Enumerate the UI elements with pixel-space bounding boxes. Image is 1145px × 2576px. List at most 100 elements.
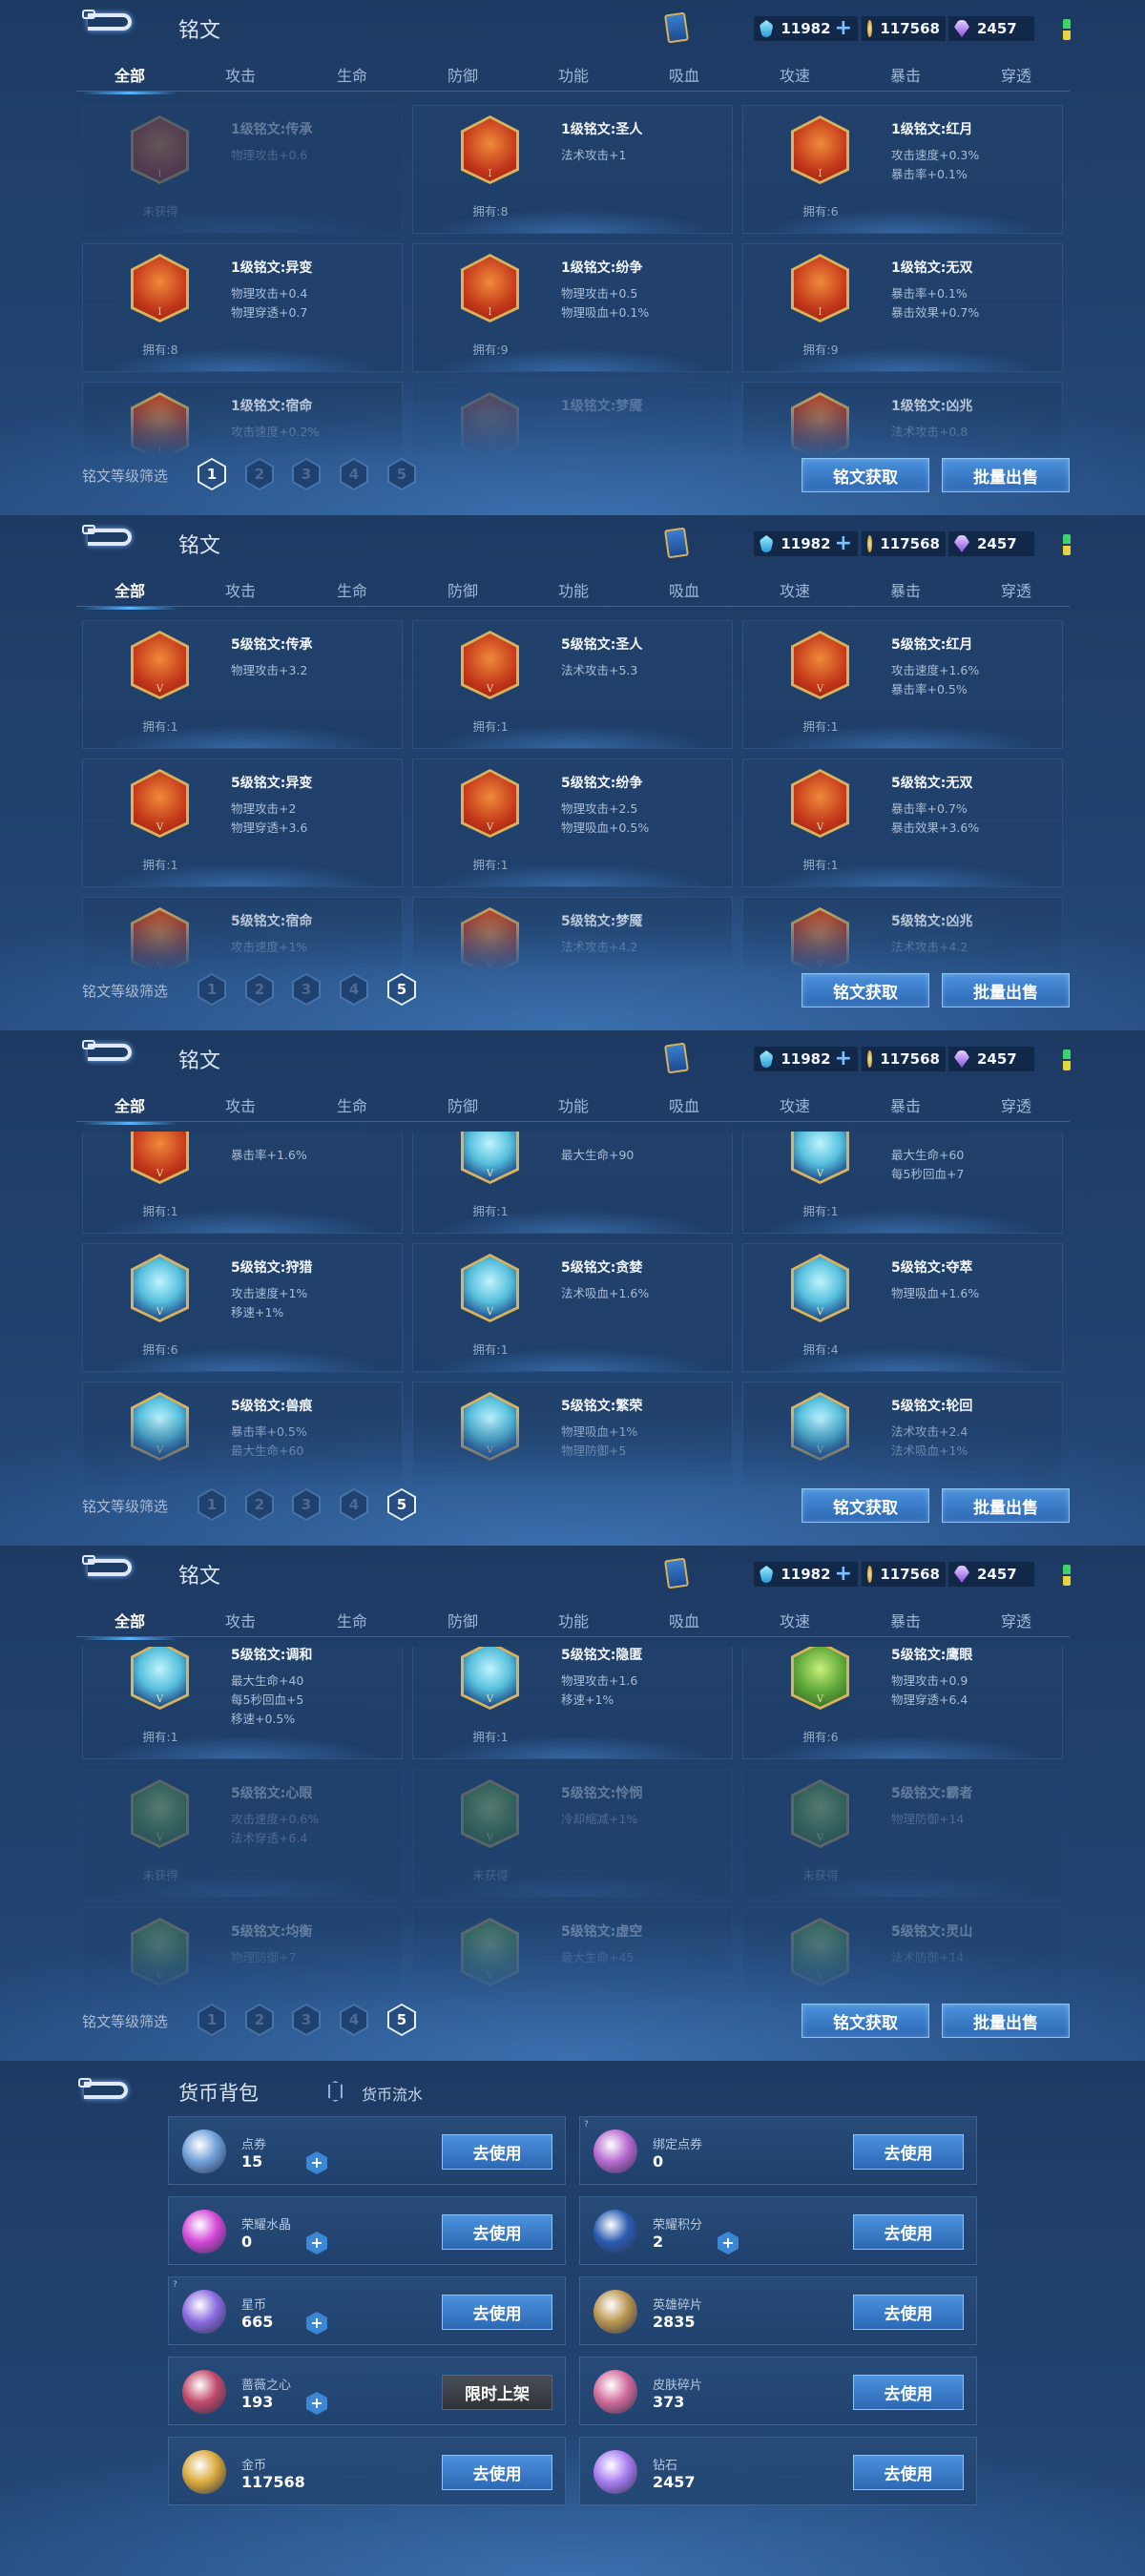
tab-2[interactable]: 生命	[336, 582, 367, 600]
back-button[interactable]	[78, 2078, 128, 2099]
tab-8[interactable]: 穿透	[1000, 1612, 1031, 1631]
rune-list[interactable]: V 5级铭文:传承 物理攻击+3.2 拥有:1 V 5级铭文:圣人 法术攻击+5.3 拥有:1…	[0, 616, 1145, 971]
level-filter-4[interactable]: 4	[340, 973, 368, 1006]
rune-card[interactable]: I 1级铭文:异变 物理攻击+0.4 物理穿透+0.7 拥有:8	[82, 243, 403, 372]
rune-card[interactable]: V 5级铭文:凶兆 法术攻击+4.2	[742, 897, 1063, 971]
add-currency-button[interactable]: +	[306, 2232, 327, 2254]
tab-0[interactable]: 全部	[82, 63, 177, 94]
level-filter-1[interactable]: 1	[198, 1488, 226, 1521]
tab-7[interactable]: 暴击	[889, 1097, 921, 1115]
tab-5[interactable]: 吸血	[668, 1097, 699, 1115]
use-button[interactable]: 去使用	[853, 2214, 964, 2250]
rune-card[interactable]: I 1级铭文:宿命 攻击速度+0.2%	[82, 382, 403, 456]
level-filter-5[interactable]: 5	[387, 1488, 416, 1521]
use-button[interactable]: 去使用	[853, 2295, 964, 2330]
ledger-icon[interactable]	[328, 2081, 343, 2102]
rune-card[interactable]: V 最大生命+60 每5秒回血+7 拥有:1	[742, 1132, 1063, 1234]
back-button[interactable]	[82, 10, 132, 31]
tab-0[interactable]: 全部	[82, 578, 177, 610]
tab-4[interactable]: 功能	[557, 1612, 589, 1631]
rune-card-icon[interactable]	[664, 1557, 689, 1589]
bulk-sell-button[interactable]: 批量出售	[942, 1488, 1070, 1523]
currency-gem[interactable]: 2457	[948, 1047, 1034, 1071]
tab-5[interactable]: 吸血	[668, 582, 699, 600]
level-filter-5[interactable]: 5	[387, 2004, 416, 2036]
plus-icon[interactable]: +	[834, 16, 852, 40]
rune-card[interactable]: V 5级铭文:圣人 法术攻击+5.3 拥有:1	[412, 620, 733, 749]
rune-card[interactable]: V 5级铭文:传承 物理攻击+3.2 拥有:1	[82, 620, 403, 749]
level-filter-5[interactable]: 5	[387, 973, 416, 1006]
get-rune-button[interactable]: 铭文获取	[802, 973, 929, 1008]
tab-6[interactable]: 攻速	[779, 1612, 810, 1631]
back-button[interactable]	[82, 1555, 132, 1576]
tab-7[interactable]: 暴击	[889, 1612, 921, 1631]
level-filter-1[interactable]: 1	[198, 458, 226, 490]
rune-card[interactable]: V 5级铭文:纷争 物理攻击+2.5 物理吸血+0.5% 拥有:1	[412, 758, 733, 887]
level-filter-2[interactable]: 2	[245, 458, 274, 490]
tab-6[interactable]: 攻速	[779, 67, 810, 85]
tab-1[interactable]: 攻击	[224, 582, 256, 600]
rune-card-icon[interactable]	[664, 11, 689, 44]
level-filter-2[interactable]: 2	[245, 1488, 274, 1521]
rune-card[interactable]: V 5级铭文:心眼 攻击速度+0.6% 法术穿透+6.4 未获得	[82, 1769, 403, 1898]
add-currency-button[interactable]: +	[306, 2312, 327, 2335]
tab-1[interactable]: 攻击	[224, 1097, 256, 1115]
tab-5[interactable]: 吸血	[668, 67, 699, 85]
plus-icon[interactable]: +	[834, 531, 852, 555]
level-filter-4[interactable]: 4	[340, 458, 368, 490]
tab-8[interactable]: 穿透	[1000, 582, 1031, 600]
add-currency-button[interactable]: +	[718, 2232, 739, 2254]
rune-card[interactable]: V 5级铭文:夺萃 物理吸血+1.6% 拥有:4	[742, 1243, 1063, 1372]
get-rune-button[interactable]: 铭文获取	[802, 2004, 929, 2038]
rune-card[interactable]: V 5级铭文:无双 暴击率+0.7% 暴击效果+3.6% 拥有:1	[742, 758, 1063, 887]
tab-7[interactable]: 暴击	[889, 67, 921, 85]
use-button[interactable]: 去使用	[442, 2455, 552, 2490]
tab-8[interactable]: 穿透	[1000, 1097, 1031, 1115]
rune-list[interactable]: V 5级铭文:调和 最大生命+40 每5秒回血+5 移速+0.5% 拥有:1 V 5级铭文:隐…	[0, 1647, 1145, 2002]
rune-card[interactable]: V 5级铭文:调和 最大生命+40 每5秒回血+5 移速+0.5% 拥有:1	[82, 1647, 403, 1759]
rune-list[interactable]: V 暴击率+1.6% 拥有:1 V 最大生命+90 拥有:1 V 最大生命+60 每5秒回血+7…	[0, 1132, 1145, 1486]
tab-8[interactable]: 穿透	[1000, 67, 1031, 85]
rune-card[interactable]: V 5级铭文:繁荣 物理吸血+1% 物理防御+5	[412, 1381, 733, 1486]
add-currency-button[interactable]: +	[306, 2151, 327, 2174]
rune-card[interactable]: I 1级铭文:凶兆 法术攻击+0.8	[742, 382, 1063, 456]
plus-icon[interactable]: +	[834, 1562, 852, 1586]
rune-card[interactable]: V 5级铭文:均衡 物理防御+7	[82, 1907, 403, 2002]
currency-diamond[interactable]: 11982 +	[754, 16, 858, 41]
rune-card[interactable]: V 暴击率+1.6% 拥有:1	[82, 1132, 403, 1234]
use-button[interactable]: 去使用	[853, 2375, 964, 2410]
level-filter-2[interactable]: 2	[245, 2004, 274, 2036]
tab-6[interactable]: 攻速	[779, 1097, 810, 1115]
level-filter-3[interactable]: 3	[292, 1488, 321, 1521]
currency-gem[interactable]: 2457	[948, 16, 1034, 41]
tab-7[interactable]: 暴击	[889, 582, 921, 600]
level-filter-1[interactable]: 1	[198, 973, 226, 1006]
tab-2[interactable]: 生命	[336, 67, 367, 85]
rune-card[interactable]: V 5级铭文:鹰眼 物理攻击+0.9 物理穿透+6.4 拥有:6	[742, 1647, 1063, 1759]
rune-card[interactable]: V 5级铭文:虚空 最大生命+45	[412, 1907, 733, 2002]
tab-3[interactable]: 防御	[447, 1612, 478, 1631]
help-icon[interactable]: ?	[173, 2280, 177, 2290]
tab-3[interactable]: 防御	[447, 67, 478, 85]
rune-card[interactable]: I 1级铭文:纷争 物理攻击+0.5 物理吸血+0.1% 拥有:9	[412, 243, 733, 372]
rune-card[interactable]: V 5级铭文:霸者 物理防御+14 未获得	[742, 1769, 1063, 1898]
currency-gem[interactable]: 2457	[948, 531, 1034, 556]
rune-card[interactable]: V 5级铭文:梦魇 法术攻击+4.2	[412, 897, 733, 971]
currency-gem[interactable]: 2457	[948, 1562, 1034, 1587]
tab-4[interactable]: 功能	[557, 1097, 589, 1115]
rune-card[interactable]: I 1级铭文:梦魇	[412, 382, 733, 456]
rune-card[interactable]: I 1级铭文:无双 暴击率+0.1% 暴击效果+0.7% 拥有:9	[742, 243, 1063, 372]
rune-list[interactable]: I 1级铭文:传承 物理攻击+0.6 未获得 I 1级铭文:圣人 法术攻击+1 拥有:8 I 1级…	[0, 101, 1145, 456]
tab-3[interactable]: 防御	[447, 582, 478, 600]
rune-card[interactable]: I 1级铭文:圣人 法术攻击+1 拥有:8	[412, 105, 733, 234]
tab-6[interactable]: 攻速	[779, 582, 810, 600]
bulk-sell-button[interactable]: 批量出售	[942, 2004, 1070, 2038]
use-button[interactable]: 去使用	[442, 2214, 552, 2250]
rune-card[interactable]: V 最大生命+90 拥有:1	[412, 1132, 733, 1234]
tab-5[interactable]: 吸血	[668, 1612, 699, 1631]
use-button[interactable]: 去使用	[853, 2455, 964, 2490]
currency-diamond[interactable]: 11982 +	[754, 1047, 858, 1071]
currency-diamond[interactable]: 11982 +	[754, 531, 858, 556]
rune-card[interactable]: V 5级铭文:宿命 攻击速度+1%	[82, 897, 403, 971]
rune-card[interactable]: V 5级铭文:贪婪 法术吸血+1.6% 拥有:1	[412, 1243, 733, 1372]
